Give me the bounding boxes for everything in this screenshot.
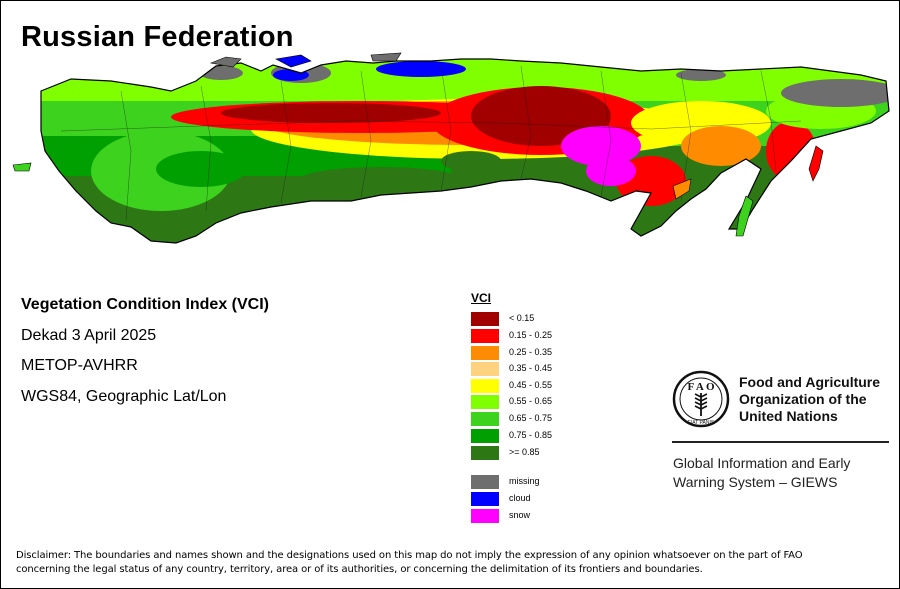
island-east	[672, 178, 692, 200]
legend-swatch	[471, 312, 499, 326]
legend-swatch	[471, 446, 499, 460]
island-severnaya-zemlya	[370, 52, 402, 62]
country-boundary	[40, 58, 890, 244]
legend-swatch	[471, 509, 499, 523]
legend-swatch	[471, 395, 499, 409]
legend-swatch	[471, 362, 499, 376]
legend-label: missing	[509, 476, 540, 486]
sakhalin-island	[735, 195, 754, 237]
legend-title: VCI	[471, 291, 492, 305]
legend-swatch	[471, 429, 499, 443]
legend-row: 0.15 - 0.25	[471, 329, 611, 343]
legend-label: >= 0.85	[509, 447, 540, 457]
legend-label: 0.45 - 0.55	[509, 380, 553, 390]
sensor-label: METOP-AVHRR	[21, 357, 138, 374]
legend-row: 0.75 - 0.85	[471, 429, 611, 443]
fao-name-line: United Nations	[739, 408, 838, 424]
fao-branding: F A O FIAT PANIS Food and Agriculture Or…	[669, 370, 894, 501]
disclaimer: Disclaimer: The boundaries and names sho…	[16, 549, 886, 577]
island-novaya-zemlya	[209, 56, 242, 68]
vci-map	[12, 52, 890, 244]
map-title: Russian Federation	[21, 21, 294, 53]
svg-text:F A O: F A O	[687, 381, 715, 393]
kaliningrad	[12, 162, 32, 172]
index-name: Vegetation Condition Index (VCI)	[21, 296, 269, 313]
fao-name: Food and Agriculture Organization of the…	[739, 374, 880, 425]
period-label: Dekad 3 April 2025	[21, 327, 157, 344]
legend-label: 0.35 - 0.45	[509, 363, 553, 373]
legend-swatch	[471, 346, 499, 360]
legend-row: 0.25 - 0.35	[471, 346, 611, 360]
legend-swatch	[471, 475, 499, 489]
disclaimer-line: concerning the legal status of any count…	[16, 564, 703, 575]
legend-label: 0.65 - 0.75	[509, 413, 553, 423]
legend-row: < 0.15	[471, 312, 611, 326]
legend-label: snow	[509, 510, 531, 520]
legend-swatch	[471, 379, 499, 393]
legend-row: 0.55 - 0.65	[471, 395, 611, 409]
legend-label: 0.55 - 0.65	[509, 396, 553, 406]
fao-name-line: Organization of the	[739, 391, 867, 407]
kamchatka-tip	[808, 145, 824, 182]
island-arctic	[275, 54, 312, 68]
legend-swatch	[471, 492, 499, 506]
legend-swatch	[471, 329, 499, 343]
legend-label: < 0.15	[509, 313, 535, 323]
legend-row-missing: missing	[471, 475, 611, 489]
legend-swatch	[471, 412, 499, 426]
fao-name-line: Food and Agriculture	[739, 374, 881, 390]
legend-row-snow: snow	[471, 509, 611, 523]
legend-label: 0.15 - 0.25	[509, 330, 553, 340]
legend-label: 0.75 - 0.85	[509, 430, 553, 440]
fao-logo-icon: F A O FIAT PANIS	[672, 370, 730, 428]
disclaimer-line: Disclaimer: The boundaries and names sho…	[16, 550, 803, 561]
projection-label: WGS84, Geographic Lat/Lon	[21, 388, 227, 405]
giews-name-line: Warning System – GIEWS	[673, 474, 838, 490]
legend-row-cloud: cloud	[471, 492, 611, 506]
admin-boundaries	[60, 65, 802, 222]
svg-text:FIAT PANIS: FIAT PANIS	[688, 420, 715, 426]
legend-label: 0.25 - 0.35	[509, 347, 553, 357]
giews-name-line: Global Information and Early	[673, 455, 851, 471]
legend: VCI < 0.15 0.15 - 0.25 0.25 - 0.35 0.35 …	[471, 291, 611, 531]
legend-row: 0.65 - 0.75	[471, 412, 611, 426]
vci-raster	[41, 59, 889, 243]
legend-row: >= 0.85	[471, 446, 611, 460]
giews-name: Global Information and Early Warning Sys…	[673, 454, 850, 492]
legend-row: 0.45 - 0.55	[471, 379, 611, 393]
fao-divider	[672, 441, 889, 443]
legend-label: cloud	[509, 493, 531, 503]
legend-row: 0.35 - 0.45	[471, 362, 611, 376]
